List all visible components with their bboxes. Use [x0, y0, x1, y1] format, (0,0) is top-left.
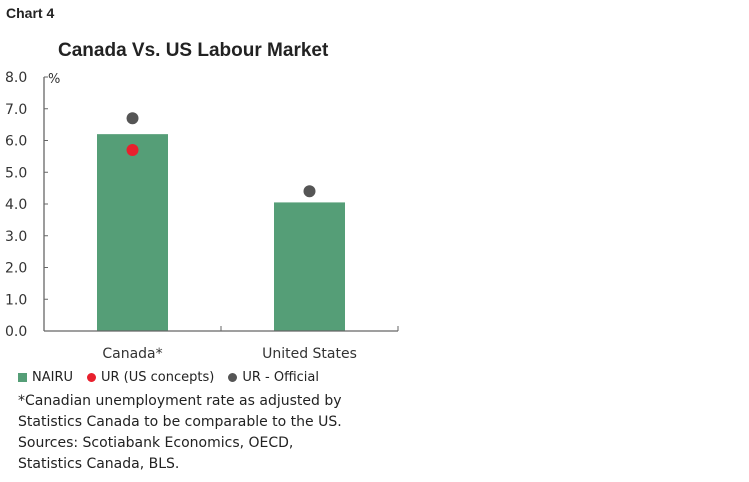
y-tick-label: 4.0	[5, 197, 27, 213]
bar-nairu	[97, 134, 168, 331]
chart-title: Canada Vs. US Labour Market	[58, 40, 329, 61]
legend-label: UR - Official	[242, 370, 319, 385]
legend-item: NAIRU	[18, 370, 73, 385]
legend-swatch	[18, 373, 27, 382]
x-tick-label: Canada*	[102, 346, 162, 362]
y-tick-label: 3.0	[5, 229, 27, 245]
y-tick-label: 6.0	[5, 134, 27, 150]
legend-item: UR (US concepts)	[87, 370, 214, 385]
bar-nairu	[274, 202, 345, 331]
y-tick-label: 8.0	[5, 70, 27, 86]
y-tick-label: 1.0	[5, 292, 27, 308]
dot-ur-official	[126, 112, 139, 125]
footnote-line: Statistics Canada to be comparable to th…	[18, 414, 342, 430]
y-tick-label: 5.0	[5, 165, 27, 181]
y-axis-unit: %	[48, 72, 60, 87]
x-tick-label: United States	[262, 346, 357, 362]
y-tick-label: 7.0	[5, 102, 27, 118]
chart-label: Chart 4	[6, 5, 55, 21]
footnote-line: Sources: Scotiabank Economics, OECD,	[18, 435, 294, 451]
dot-ur-us-concepts-	[126, 144, 139, 157]
legend: NAIRU UR (US concepts) UR - Official	[18, 370, 319, 385]
legend-item: UR - Official	[228, 370, 319, 385]
legend-label: NAIRU	[32, 370, 73, 385]
footnote-line: Statistics Canada, BLS.	[18, 456, 180, 472]
legend-swatch	[228, 373, 238, 382]
legend-label: UR (US concepts)	[101, 370, 215, 385]
footnotes: *Canadian unemployment rate as adjusted …	[18, 391, 342, 475]
legend-swatch	[87, 373, 96, 382]
y-tick-label: 0.0	[5, 324, 27, 340]
dot-ur-official	[303, 185, 316, 198]
footnote-line: *Canadian unemployment rate as adjusted …	[18, 393, 342, 409]
y-tick-label: 2.0	[5, 261, 27, 277]
